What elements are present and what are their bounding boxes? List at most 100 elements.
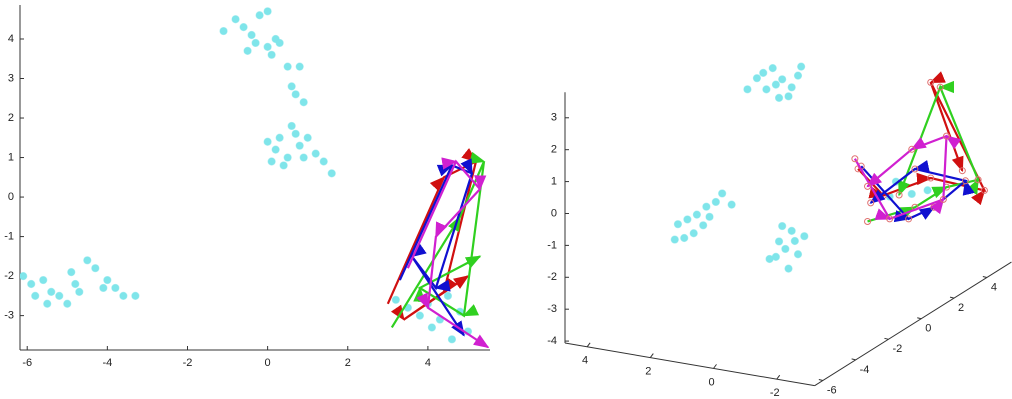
trajectory-vertex <box>939 195 947 203</box>
point <box>699 221 708 230</box>
y-tick-label: 1 <box>8 151 14 163</box>
point <box>427 323 437 332</box>
point <box>689 229 698 238</box>
point <box>291 90 300 99</box>
point <box>787 226 796 235</box>
z-tick-label: 0 <box>551 207 557 219</box>
point <box>784 264 793 273</box>
point <box>299 153 308 162</box>
trajectory-vertex <box>936 83 944 91</box>
point <box>111 283 120 293</box>
point <box>291 129 300 138</box>
point <box>63 299 72 308</box>
y-tick <box>949 296 955 299</box>
point <box>55 291 64 300</box>
point <box>415 311 424 320</box>
x-tick-label: 4 <box>425 357 431 369</box>
point <box>275 38 284 48</box>
y-tick-label: -2 <box>4 270 14 282</box>
point <box>31 291 40 300</box>
point <box>670 235 679 244</box>
z-tick-label: 1 <box>551 175 557 187</box>
point <box>771 80 780 89</box>
point <box>275 133 284 142</box>
point <box>727 200 736 209</box>
y-tick <box>982 276 987 278</box>
z-tick-label: -3 <box>547 303 557 315</box>
plot-area <box>20 7 490 349</box>
point <box>759 68 768 77</box>
point <box>752 74 762 83</box>
point <box>683 215 692 224</box>
point <box>319 157 328 166</box>
point <box>793 71 803 80</box>
x-tick-label: 4 <box>582 355 588 367</box>
z-tick-label: 2 <box>551 144 557 156</box>
z-tick-label: -2 <box>547 271 557 283</box>
point <box>781 244 790 254</box>
y-tick-label: 4 <box>8 33 14 45</box>
point <box>271 145 280 154</box>
point <box>263 42 272 51</box>
y-tick-label: 0 <box>8 191 14 203</box>
trajectory-vertex <box>974 176 982 184</box>
point <box>255 11 264 20</box>
y-tick-label: -2 <box>892 343 902 355</box>
y-tick <box>917 317 922 320</box>
x-tick <box>776 374 781 380</box>
z-tick-label: 3 <box>551 112 557 124</box>
y-tick-label: 2 <box>958 302 964 314</box>
trajectory-vertex <box>908 145 916 153</box>
point <box>702 202 711 211</box>
point <box>673 220 683 229</box>
x-tick-label: -2 <box>770 387 780 399</box>
point <box>39 275 48 285</box>
y-tick-label: -3 <box>4 310 14 322</box>
x-tick-label: -2 <box>183 357 193 369</box>
point <box>327 169 336 178</box>
point <box>303 133 312 142</box>
point <box>923 186 932 195</box>
y-tick-label: -4 <box>860 364 870 376</box>
y-tick-label: -1 <box>4 230 14 242</box>
point <box>784 92 793 101</box>
point <box>91 264 100 273</box>
point <box>267 50 276 59</box>
point <box>295 141 304 150</box>
point <box>287 82 296 91</box>
point <box>131 291 140 300</box>
trajectory <box>867 80 980 223</box>
point <box>75 287 84 297</box>
point <box>287 121 296 131</box>
point <box>71 279 80 289</box>
point <box>263 137 272 146</box>
point <box>263 7 272 16</box>
point <box>103 275 112 285</box>
point <box>762 85 771 94</box>
y-tick <box>818 379 823 381</box>
point <box>283 62 292 71</box>
y-tick <box>851 358 856 361</box>
point <box>119 291 128 300</box>
y-tick-label: 3 <box>8 72 14 84</box>
point <box>247 30 256 40</box>
trajectory-vertex <box>851 155 859 163</box>
trajectory <box>853 134 962 221</box>
x-tick <box>586 342 591 348</box>
point <box>718 189 727 198</box>
point <box>800 232 809 241</box>
point <box>907 189 916 199</box>
point <box>67 268 76 277</box>
point <box>43 299 52 308</box>
trajectory-vertex <box>961 177 969 185</box>
point <box>768 64 777 73</box>
point <box>711 197 720 207</box>
point <box>774 237 784 246</box>
x-tick <box>649 353 654 358</box>
point <box>447 335 457 344</box>
point <box>299 98 308 107</box>
point <box>787 83 796 92</box>
point <box>443 291 453 300</box>
trajectory-vertex <box>943 132 951 140</box>
